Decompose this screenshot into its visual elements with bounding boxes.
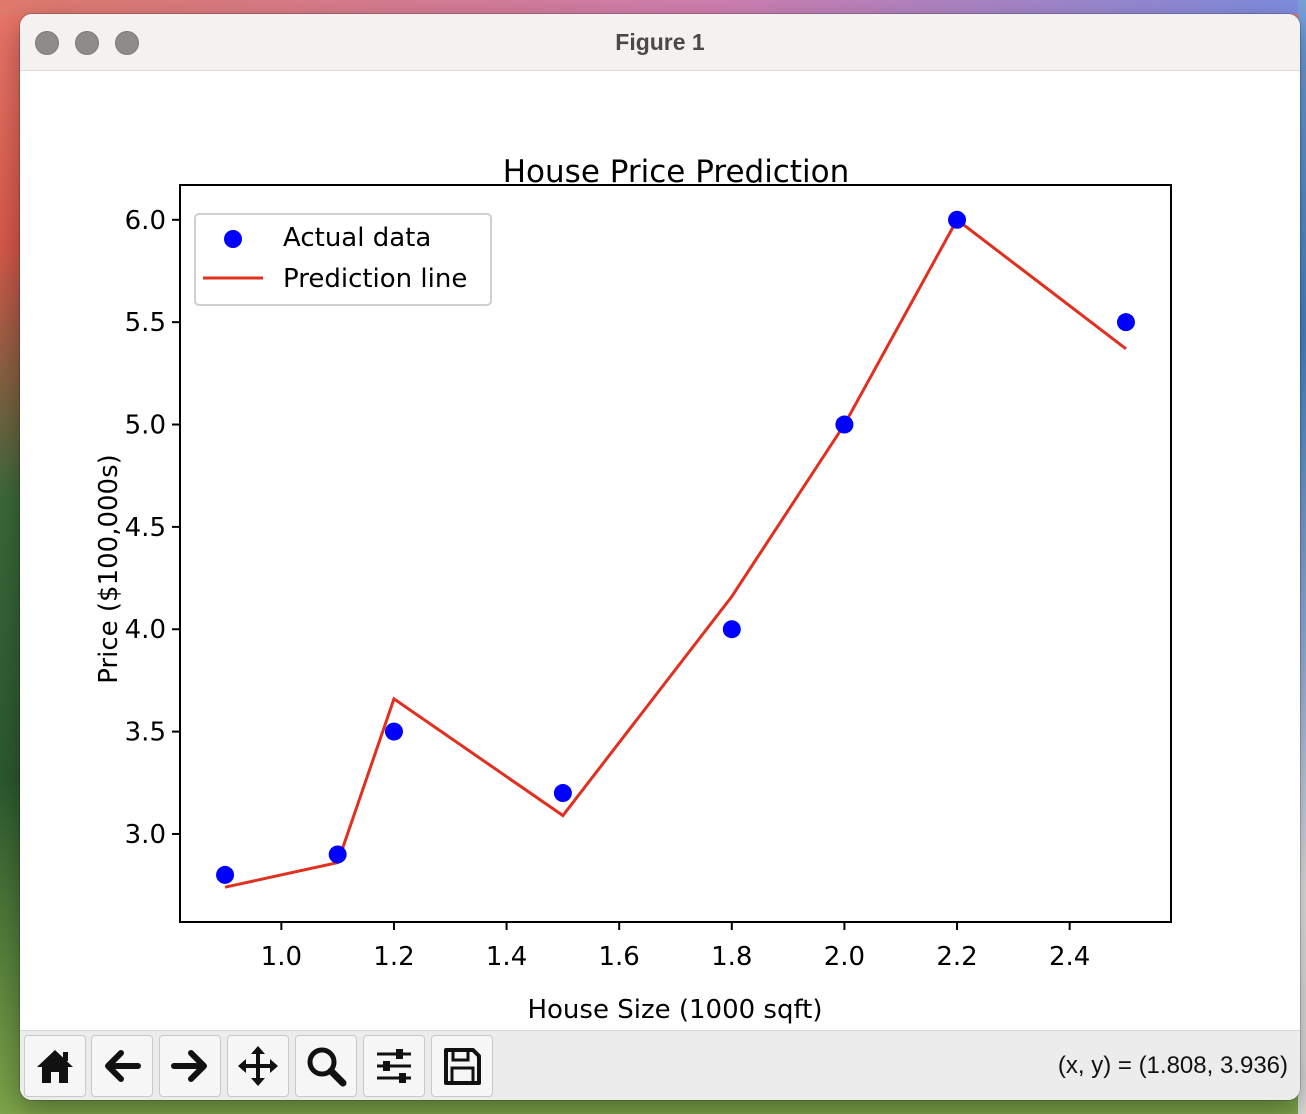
sliders-icon [377, 1049, 411, 1083]
data-point [216, 865, 235, 884]
back-button[interactable] [91, 1035, 153, 1097]
y-tick-label: 4.0 [125, 615, 166, 645]
move-icon [238, 1046, 278, 1086]
configure-subplots-button[interactable] [363, 1035, 425, 1097]
magnifier-icon [307, 1047, 347, 1087]
x-tick-label: 1.2 [373, 942, 414, 972]
x-tick-label: 1.4 [486, 942, 527, 972]
x-tick-label: 2.2 [936, 942, 977, 972]
forward-button[interactable] [159, 1035, 221, 1097]
x-tick-label: 1.0 [261, 942, 302, 972]
home-icon [37, 1050, 73, 1083]
desktop-background-top [0, 0, 1306, 14]
window-title: Figure 1 [615, 29, 705, 55]
y-tick-label: 3.0 [125, 820, 166, 850]
home-button[interactable] [24, 1035, 86, 1097]
cursor-coordinates: (x, y) = (1.808, 3.936) [1057, 1052, 1288, 1079]
x-axis-label: House Size (1000 sqft) [527, 995, 822, 1025]
close-window-button[interactable] [35, 31, 59, 55]
title-bar[interactable]: Figure 1 [20, 14, 1300, 71]
data-point [1116, 313, 1135, 332]
chart: House Price Prediction 3.03.54.04.55.05.… [94, 154, 1172, 1025]
arrow-left-icon [105, 1050, 141, 1082]
x-tick-label: 2.0 [824, 942, 865, 972]
legend-marker-actual [224, 230, 242, 248]
figure-canvas[interactable]: House Price Prediction 3.0 3.5 4.0 4.5 5.0 5.… [20, 71, 1300, 1030]
zoom-button[interactable] [295, 1035, 357, 1097]
minimize-window-button[interactable] [75, 31, 99, 55]
legend-box [194, 213, 492, 306]
data-point [722, 620, 741, 639]
figure-window: Figure 1 House Price Prediction 3.0 3.5 4.… [20, 14, 1300, 1100]
prediction-line-series [224, 217, 1127, 889]
pan-button[interactable] [227, 1035, 289, 1097]
y-tick-label: 5.0 [125, 411, 166, 441]
desktop-background-right [1298, 0, 1306, 1114]
plot-area-frame [179, 184, 1172, 923]
zoom-window-button[interactable] [115, 31, 139, 55]
x-axis-ticks: 1.0 1.2 1.4 1.6 1.8 2.0 2.2 2.4 [261, 922, 1090, 972]
x-tick-label: 1.6 [599, 942, 640, 972]
data-point [948, 210, 967, 229]
legend-label-prediction: Prediction line [283, 264, 467, 294]
legend: Actual data Prediction line [194, 213, 492, 306]
x-tick-label: 2.4 [1049, 942, 1090, 972]
data-point [835, 415, 854, 434]
actual-data-series [216, 210, 1135, 884]
y-axis-label: Price ($100,000s) [94, 454, 124, 684]
prediction-line [224, 217, 1127, 889]
navigation-toolbar: (x, y) = (1.808, 3.936) [20, 1030, 1300, 1100]
data-point [384, 722, 403, 741]
y-tick-label: 5.5 [125, 308, 166, 338]
y-tick-label: 3.5 [125, 718, 166, 748]
data-point [553, 784, 572, 803]
data-point [328, 845, 347, 864]
y-tick-label: 4.5 [125, 513, 166, 543]
y-axis-ticks: 3.0 3.5 4.0 4.5 5.0 5.5 6.0 [125, 206, 180, 850]
floppy-disk-icon [444, 1048, 481, 1085]
legend-label-actual: Actual data [283, 223, 431, 253]
y-tick-label: 6.0 [125, 206, 166, 236]
arrow-right-icon [171, 1050, 207, 1082]
save-button[interactable] [431, 1035, 493, 1097]
x-tick-label: 1.8 [711, 942, 752, 972]
